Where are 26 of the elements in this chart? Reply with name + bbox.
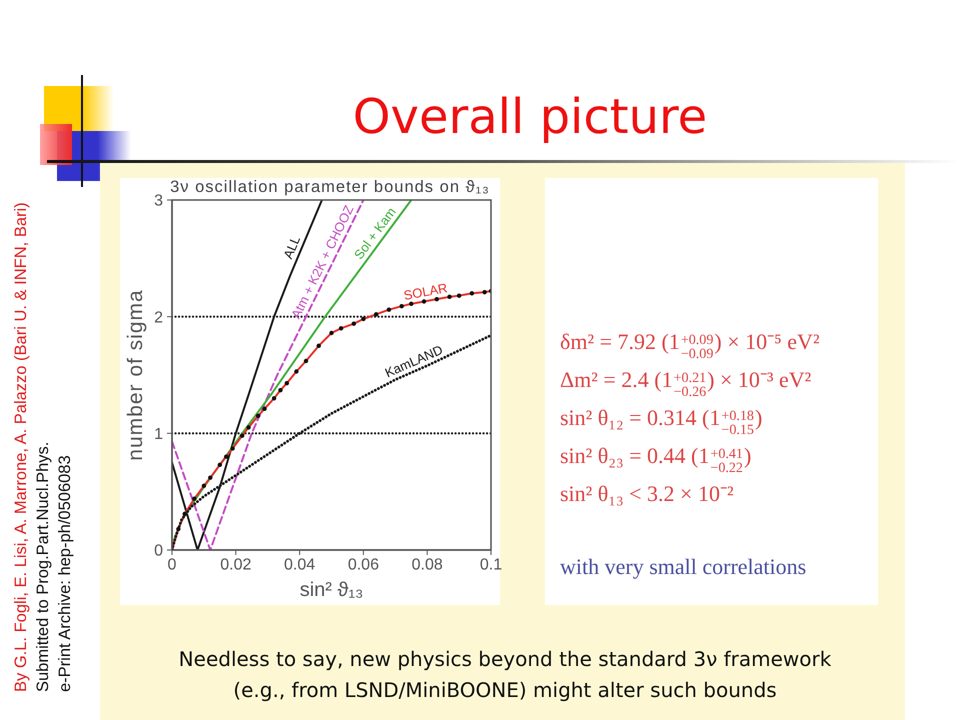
text: sin² θ₁₂ = 0.314 (1$^{+0.18}$$_{−0.15}$) bbox=[560, 404, 764, 438]
y-tick-label: 0 bbox=[154, 542, 164, 560]
text: Δm² = 2.4 (1$^{+0.21}$$_{−0.26}$) × 10⁻³ eV² bbox=[560, 366, 812, 400]
text: By G.L. Fogli, E. Lisi, A. Marrone, A. Palazzo (Bari U. & INFN, Bari) bbox=[11, 202, 31, 692]
text: Submitted to Prog.Part.Nucl.Phys. bbox=[33, 442, 53, 692]
text: Needless to say, new physics beyond the standard 3ν framework (e.g., from LSND/MiniBOONE) might alter such bounds bbox=[178, 646, 832, 704]
text: with very small correlations bbox=[560, 553, 808, 582]
text: sin² θ₂₃ = 0.44 (1$^{+0.41}$$_{−0.22}$) bbox=[560, 442, 752, 476]
chart-subtitle: 3ν oscillation parameter bounds on ϑ₁₃ bbox=[170, 178, 490, 196]
y-tick-label: 3 bbox=[154, 192, 164, 210]
text: sin² θ₁₃ < 3.2 × 10⁻² bbox=[560, 480, 735, 508]
text: ALL bbox=[280, 234, 303, 261]
text: e-Print Archive: hep-ph/0506083 bbox=[55, 455, 75, 692]
y-axis-title: number of sigma bbox=[124, 289, 146, 461]
x-tick-label: 0.06 bbox=[348, 556, 380, 574]
x-tick-label: 0.1 bbox=[480, 556, 502, 574]
y-tick-label: 2 bbox=[154, 309, 164, 326]
x-tick-label: 0.08 bbox=[412, 556, 443, 574]
x-axis-title: sin² ϑ₁₃ bbox=[300, 579, 364, 601]
x-tick-label: 0 bbox=[168, 556, 177, 574]
x-tick-label: 0.04 bbox=[284, 556, 316, 574]
chart-title: Overall picture bbox=[352, 88, 708, 147]
text: δm² = 7.92 (1$^{+0.09}$$_{−0.09}$) × 10⁻⁵ eV² bbox=[560, 328, 821, 362]
x-tick-label: 0.02 bbox=[220, 556, 252, 574]
y-tick-label: 1 bbox=[154, 426, 164, 444]
text: SOLAR bbox=[402, 280, 448, 302]
